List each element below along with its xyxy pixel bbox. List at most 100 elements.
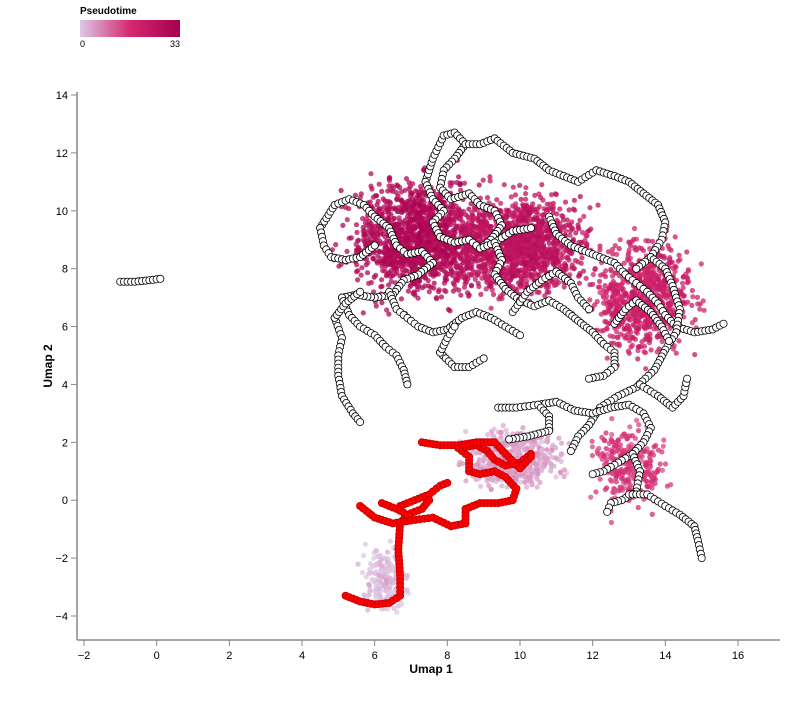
cell-point (472, 276, 478, 282)
cell-point (456, 174, 462, 180)
cell-point (411, 290, 417, 296)
cell-point (557, 206, 563, 212)
cell-point (445, 229, 452, 235)
cell-point (620, 280, 626, 286)
trajectory-layer (116, 128, 728, 609)
cell-point (478, 263, 484, 269)
x-tick-label: 6 (372, 650, 378, 662)
cell-point (470, 227, 476, 233)
cell-point (431, 280, 437, 286)
cell-point (561, 266, 567, 272)
cell-point (577, 193, 583, 200)
y-tick-label: 12 (56, 148, 68, 160)
cell-point (484, 195, 491, 201)
cell-point (625, 348, 631, 354)
cell-point (656, 346, 662, 352)
cell-point (611, 340, 617, 346)
cell-point (545, 284, 552, 290)
cell-point (609, 312, 615, 318)
x-axis-ticks: −2 0 2 4 6 8 10 12 14 16 (78, 640, 744, 662)
x-tick-label: 14 (659, 650, 671, 662)
cell-point (435, 253, 442, 259)
cell-point (510, 184, 516, 190)
cell-point (426, 214, 432, 220)
cell-point (551, 282, 558, 288)
y-axis-title: Umap 2 (41, 344, 55, 388)
cell-point (538, 222, 545, 228)
cell-point (679, 280, 686, 286)
cell-point (461, 266, 467, 273)
cell-point (607, 333, 613, 339)
cell-point (440, 253, 446, 259)
cell-point (451, 282, 457, 288)
cell-point (364, 222, 370, 228)
cell-point (614, 251, 620, 257)
cell-point (536, 264, 543, 270)
cell-point (559, 213, 565, 219)
cell-point (612, 270, 618, 276)
cell-point (623, 293, 630, 299)
trajectory-node (632, 264, 641, 273)
cell-point (523, 238, 530, 244)
cell-point (643, 461, 649, 468)
cell-point (635, 428, 642, 434)
cell-point (651, 326, 657, 332)
cell-point (543, 235, 549, 241)
cell-point (510, 273, 516, 279)
cell-point (622, 335, 628, 341)
cell-point (589, 438, 595, 444)
cell-point (684, 280, 690, 286)
x-tick-label: 2 (226, 650, 232, 662)
cell-point (379, 606, 385, 612)
cell-point (556, 435, 562, 441)
cell-point (468, 272, 474, 278)
cell-point (374, 586, 380, 592)
cell-point (572, 207, 578, 213)
cell-point (684, 274, 690, 281)
cell-point (584, 242, 590, 248)
cell-point (375, 234, 381, 240)
cell-point (662, 283, 668, 289)
cell-point (592, 266, 598, 273)
cell-point (558, 453, 564, 459)
cell-point (547, 247, 553, 253)
cell-point (446, 219, 452, 225)
cell-point (383, 577, 389, 583)
cell-point (353, 222, 360, 228)
cell-point (362, 541, 368, 547)
cell-point (517, 444, 523, 450)
cell-point (396, 215, 402, 221)
cell-point (627, 317, 633, 323)
cell-point (366, 218, 372, 224)
cell-point (539, 468, 545, 474)
cell-point (461, 180, 468, 186)
x-tick-label: 8 (444, 650, 450, 662)
cell-point (534, 484, 540, 490)
cell-point (684, 249, 690, 255)
cell-point (536, 259, 542, 266)
cell-point (564, 254, 571, 260)
cell-point (647, 324, 653, 330)
cell-point (616, 246, 622, 252)
cell-point (417, 238, 423, 244)
cell-point (624, 433, 630, 439)
cell-point (554, 211, 560, 217)
cell-point (608, 519, 615, 526)
cell-point (576, 280, 583, 286)
cell-point (644, 274, 650, 280)
cell-point (510, 446, 516, 452)
cell-point (443, 269, 449, 275)
cell-point (571, 266, 577, 272)
cell-point (609, 471, 615, 477)
cell-point (368, 171, 374, 177)
cell-point (487, 215, 493, 221)
cell-point (394, 182, 400, 188)
cell-point (558, 458, 564, 465)
y-tick-label: 6 (62, 322, 68, 334)
cell-point (386, 175, 392, 181)
cell-point (542, 293, 548, 299)
cell-point (394, 609, 400, 616)
cell-point (384, 256, 390, 262)
